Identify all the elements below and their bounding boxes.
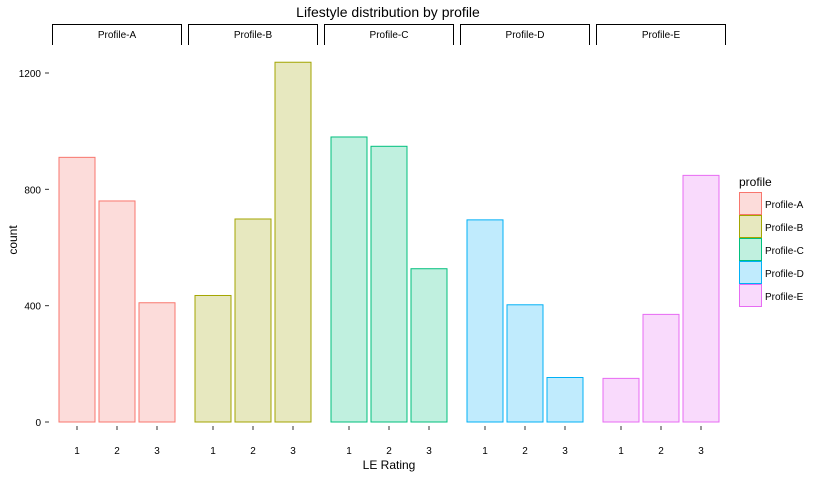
x-tick-label: 1 xyxy=(618,446,624,457)
bar xyxy=(410,268,448,423)
legend-item: Profile-B xyxy=(739,215,804,238)
x-tick-label: 3 xyxy=(154,446,160,457)
facet-profile-e: Profile-E 1 2 3 xyxy=(596,24,726,457)
legend-label: Profile-C xyxy=(765,246,804,257)
x-tick-label: 1 xyxy=(74,446,80,457)
y-tick-label: 400 xyxy=(24,302,41,313)
y-axis: 0 400 800 1200 xyxy=(19,69,49,429)
bar xyxy=(642,313,680,423)
x-tick-label: 2 xyxy=(250,446,256,457)
facet-profile-b: Profile-B 1 2 3 xyxy=(188,24,318,457)
facet-profile-d: Profile-D 1 2 3 xyxy=(460,24,590,457)
legend-label: Profile-B xyxy=(765,223,804,234)
x-tick-label: 2 xyxy=(114,446,120,457)
bar xyxy=(682,174,720,423)
x-tick-label: 2 xyxy=(658,446,664,457)
y-tick-label: 1200 xyxy=(19,69,42,80)
legend-key xyxy=(739,261,762,284)
legend-key xyxy=(739,192,762,215)
y-tick-label: 800 xyxy=(24,185,41,196)
x-tick-label: 3 xyxy=(698,446,704,457)
facet-strip-label: Profile-C xyxy=(370,30,409,41)
x-tick-label: 1 xyxy=(210,446,216,457)
legend-key xyxy=(739,284,762,307)
x-tick-label: 3 xyxy=(562,446,568,457)
legend-item: Profile-A xyxy=(739,192,804,215)
x-tick-label: 2 xyxy=(386,446,392,457)
bar xyxy=(138,302,176,423)
bar xyxy=(58,156,96,423)
legend-key xyxy=(739,238,762,261)
facet-profile-c: Profile-C 1 2 3 xyxy=(324,24,454,457)
bar xyxy=(602,377,640,423)
facet-strip-label: Profile-D xyxy=(506,30,545,41)
bar xyxy=(274,61,312,423)
x-tick-label: 3 xyxy=(290,446,296,457)
facet-strip-label: Profile-A xyxy=(98,30,137,41)
legend-title: profile xyxy=(739,175,772,189)
legend-item: Profile-E xyxy=(739,284,804,307)
x-tick-label: 3 xyxy=(426,446,432,457)
facet-profile-a: Profile-A 1 2 3 xyxy=(52,24,182,457)
x-tick-label: 1 xyxy=(482,446,488,457)
legend-label: Profile-D xyxy=(765,269,804,280)
facet-strip xyxy=(188,24,318,45)
facet-strip xyxy=(460,24,590,45)
y-tick-label: 0 xyxy=(35,418,41,429)
legend-item: Profile-C xyxy=(739,238,804,261)
x-tick-label: 2 xyxy=(522,446,528,457)
legend: profile Profile-A Profile-B Profile-C Profi… xyxy=(739,175,804,307)
x-tick-label: 1 xyxy=(346,446,352,457)
bar xyxy=(194,294,232,423)
bar xyxy=(330,136,368,423)
bar xyxy=(466,219,504,423)
y-axis-label: count xyxy=(6,225,20,255)
bar xyxy=(98,200,136,423)
bar xyxy=(506,304,544,423)
facet-strip xyxy=(324,24,454,45)
bar xyxy=(234,218,272,423)
legend-item: Profile-D xyxy=(739,261,804,284)
bar xyxy=(370,145,408,423)
facet-strip xyxy=(596,24,726,45)
bar xyxy=(546,377,584,423)
facet-strip xyxy=(52,24,182,45)
facet-strip-label: Profile-B xyxy=(234,30,273,41)
legend-key xyxy=(739,215,762,238)
legend-label: Profile-E xyxy=(765,292,804,303)
facet-strip-label: Profile-E xyxy=(642,30,681,41)
legend-label: Profile-A xyxy=(765,200,804,211)
x-axis-label: LE Rating xyxy=(363,458,416,472)
chart-title: Lifestyle distribution by profile xyxy=(296,4,480,20)
